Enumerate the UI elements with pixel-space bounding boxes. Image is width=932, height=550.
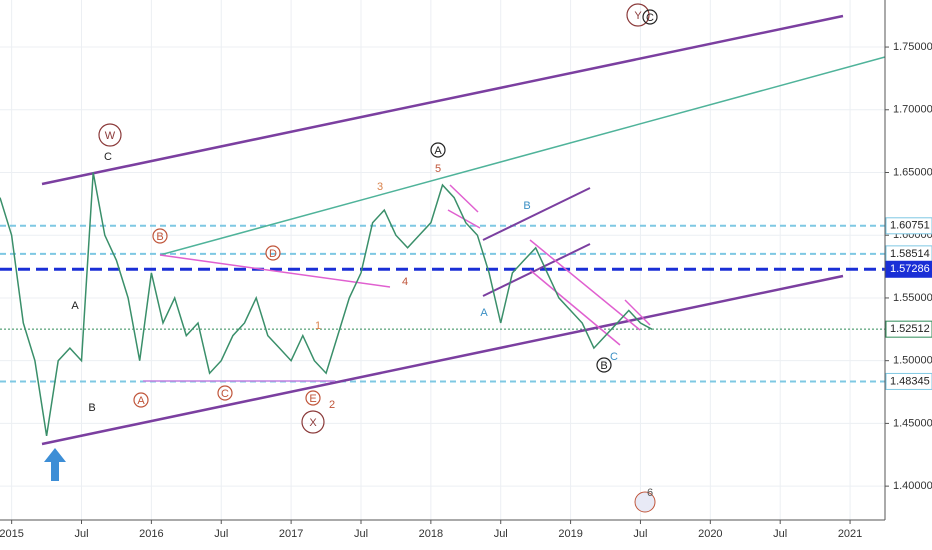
y-tick-label: 1.50000 xyxy=(893,355,932,367)
trendline xyxy=(159,56,886,256)
x-tick-label: 2020 xyxy=(698,528,722,540)
price-label-box xyxy=(885,217,932,235)
trendline xyxy=(482,187,591,241)
wave-label: A xyxy=(480,307,488,319)
trendline xyxy=(482,243,591,297)
x-tick-label: 2019 xyxy=(558,528,582,540)
wave-label: B xyxy=(523,200,530,212)
price-label-box xyxy=(885,320,932,338)
wave-label: 4 xyxy=(402,276,408,288)
y-tick-label: 1.40000 xyxy=(893,480,932,492)
wave-circle xyxy=(642,9,658,25)
x-tick-label: Jul xyxy=(354,528,368,540)
wave-circle xyxy=(152,228,168,244)
price-label: 1.52512 xyxy=(890,323,930,335)
x-tick-label: 2016 xyxy=(139,528,163,540)
y-tick-label: 1.65000 xyxy=(893,166,932,178)
wave-label: X xyxy=(309,417,317,429)
wave-circle xyxy=(626,3,650,27)
wave-label: B xyxy=(156,231,163,243)
wave-label: C xyxy=(646,12,654,24)
trendline xyxy=(159,254,391,288)
x-tick-label: 2015 xyxy=(0,528,24,540)
trendline xyxy=(529,239,641,331)
wave-label: 6 xyxy=(647,487,653,499)
x-tick-label: Jul xyxy=(494,528,508,540)
price-label-box xyxy=(885,260,932,278)
x-tick-label: Jul xyxy=(773,528,787,540)
wave-label: 1 xyxy=(315,320,321,332)
wave-label: Y xyxy=(634,10,642,22)
wave-circle xyxy=(217,385,233,401)
x-tick-label: Jul xyxy=(633,528,647,540)
price-label-box xyxy=(885,372,932,390)
wave-label: A xyxy=(71,300,79,312)
wave-circle xyxy=(430,142,446,158)
trendline xyxy=(449,184,479,213)
channel-top xyxy=(41,14,844,186)
price-label: 1.57286 xyxy=(890,263,930,275)
channel-bottom xyxy=(41,274,844,446)
y-tick-label: 1.55000 xyxy=(893,292,932,304)
wave-label: C xyxy=(104,151,112,163)
wave-circle xyxy=(265,245,281,261)
wave-label: C xyxy=(610,351,618,363)
wave-circle xyxy=(596,357,612,373)
wave-circle xyxy=(305,390,321,406)
wave-label: C xyxy=(221,388,229,400)
x-tick-label: 2021 xyxy=(838,528,862,540)
series xyxy=(0,172,653,437)
y-tick-label: 1.45000 xyxy=(893,417,932,429)
wave-label: W xyxy=(105,130,116,142)
wave-label: 5 xyxy=(435,163,441,175)
wave-circle xyxy=(301,410,325,434)
y-tick-label: 1.75000 xyxy=(893,41,932,53)
wave-circle xyxy=(98,123,122,147)
wave-label: B xyxy=(88,402,95,414)
grid xyxy=(0,0,885,520)
trendlines xyxy=(41,14,886,513)
wave-label: A xyxy=(434,145,442,157)
price-label: 1.48345 xyxy=(890,375,930,387)
price-label: 1.58514 xyxy=(890,248,930,260)
wave-label: 3 xyxy=(377,181,383,193)
axes: 1.400001.450001.500001.550001.600001.650… xyxy=(0,41,932,540)
wave-label: B xyxy=(600,360,607,372)
price-label: 1.60751 xyxy=(890,220,930,232)
icon xyxy=(634,491,656,513)
arrow-up xyxy=(44,448,66,481)
wave-label: E xyxy=(309,393,316,405)
trendline xyxy=(529,269,621,346)
wave-label: 2 xyxy=(329,399,335,411)
x-tick-label: Jul xyxy=(74,528,88,540)
trendline xyxy=(624,299,651,326)
x-tick-label: Jul xyxy=(214,528,228,540)
wave-label: A xyxy=(137,395,145,407)
wave-label: D xyxy=(269,248,277,260)
price-line xyxy=(0,172,653,437)
levels xyxy=(0,224,885,383)
wave-circle xyxy=(133,392,149,408)
x-tick-label: 2017 xyxy=(279,528,303,540)
y-tick-label: 1.70000 xyxy=(893,104,932,116)
x-tick-label: 2018 xyxy=(419,528,443,540)
